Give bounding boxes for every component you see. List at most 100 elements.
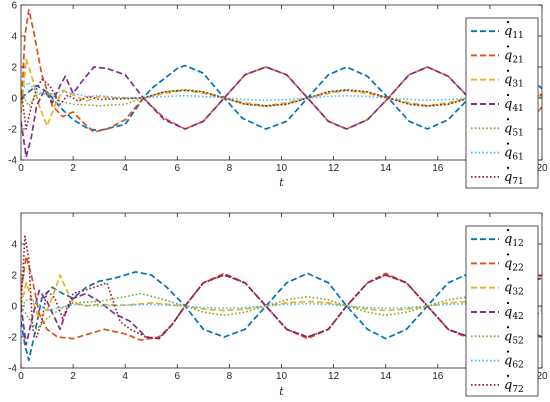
legend-entry-q32: q32 (504, 281, 524, 298)
x-tick-label: 16 (432, 371, 444, 382)
series-line-q41 (21, 66, 542, 158)
legend-base: q (504, 305, 512, 320)
legend-base: q (504, 378, 512, 393)
legend-base: q (504, 97, 512, 112)
legend-dot-accent (506, 93, 510, 97)
subplot-2: 02468101214161820-4-2024tq12q22q32q42q52… (8, 212, 548, 398)
legend-subscript: 11 (512, 31, 523, 41)
legend-base: q (504, 232, 512, 247)
legend-base: q (504, 281, 512, 296)
legend-subscript: 41 (512, 104, 523, 114)
legend-subscript: 42 (512, 312, 523, 322)
y-tick-label: 0 (11, 94, 17, 105)
y-tick-label: -2 (8, 333, 17, 344)
legend-entry-q11: q11 (504, 24, 524, 41)
legend-base: q (504, 121, 512, 136)
legend-entry-q71: q71 (504, 170, 524, 187)
legend-dot-accent (506, 301, 510, 305)
x-axis-label: t (279, 176, 284, 189)
series-line-q61 (21, 81, 542, 102)
y-tick-label: -4 (8, 156, 17, 167)
legend-dot-accent (506, 326, 510, 329)
legend-base: q (504, 48, 512, 63)
plot-area (21, 213, 542, 368)
legend-entry-q62: q62 (504, 354, 524, 371)
legend-dot-accent (506, 166, 510, 169)
legend-subscript: 22 (512, 263, 523, 273)
legend-dot-accent (506, 374, 510, 377)
legend-box (465, 17, 539, 189)
x-tick-label: 4 (122, 163, 128, 174)
legend-dot-accent (506, 229, 510, 232)
legend-dot-accent (506, 142, 510, 145)
legend-entry-q31: q31 (504, 73, 524, 90)
series-line-q11 (21, 64, 542, 132)
legend-subscript: 51 (512, 128, 523, 138)
legend-subscript: 52 (512, 336, 523, 346)
x-tick-label: 12 (328, 371, 340, 382)
legend-dot-accent (506, 69, 510, 72)
legend-entry-q21: q21 (504, 48, 524, 65)
x-tick-label: 14 (380, 163, 392, 174)
series-line-q62 (21, 297, 542, 312)
legend-base: q (504, 329, 512, 344)
y-tick-label: 4 (11, 240, 17, 251)
series-line-q32 (21, 274, 542, 320)
series-line-q71 (21, 78, 542, 130)
legend-dot-accent (506, 45, 510, 48)
legend-base: q (504, 354, 512, 369)
legend-subscript: 32 (512, 288, 523, 298)
x-tick-label: 4 (122, 371, 128, 382)
legend-subscript: 31 (512, 80, 523, 90)
x-tick-label: 14 (380, 371, 392, 382)
y-tick-label: 2 (11, 63, 17, 74)
y-tick-label: 6 (11, 1, 17, 12)
legend-dot-accent (506, 253, 510, 256)
y-tick-label: 4 (11, 32, 17, 43)
x-axis-label: t (279, 385, 284, 398)
legend-entry-q61: q61 (504, 146, 524, 163)
y-tick-label: -4 (8, 364, 17, 375)
legend-entry-q42: q42 (504, 305, 524, 322)
x-tick-label: 20 (536, 371, 548, 382)
legend-base: q (504, 146, 512, 161)
series-line-q31 (21, 58, 542, 127)
legend-dot-accent (506, 118, 510, 121)
legend-subscript: 12 (512, 239, 523, 249)
x-tick-label: 8 (227, 371, 233, 382)
x-tick-label: 16 (432, 163, 444, 174)
y-tick-label: -2 (8, 125, 17, 136)
legend-dot-accent (506, 350, 510, 353)
legend-subscript: 61 (512, 153, 523, 163)
legend-entry-q51: q51 (504, 121, 524, 138)
legend-subscript: 21 (512, 55, 523, 65)
legend-entry-q41: q41 (504, 97, 524, 114)
legend-dot-accent (506, 277, 510, 280)
series-group (21, 8, 542, 158)
y-tick-label: 0 (11, 302, 17, 313)
x-tick-label: 8 (227, 163, 233, 174)
x-tick-label: 0 (18, 163, 24, 174)
x-tick-label: 6 (175, 371, 181, 382)
series-line-q72 (21, 235, 542, 340)
x-tick-label: 2 (70, 371, 76, 382)
plot-area (21, 5, 542, 160)
legend-entry-q22: q22 (504, 256, 524, 273)
legend-entry-q12: q12 (504, 232, 524, 249)
legend-dot-accent (506, 21, 510, 24)
legend-subscript: 71 (512, 177, 523, 187)
legend-base: q (504, 256, 512, 271)
y-tick-label: 2 (11, 271, 17, 282)
legend-box (465, 225, 539, 397)
legend-entry-q52: q52 (504, 329, 524, 346)
x-tick-label: 2 (70, 163, 76, 174)
legend-base: q (504, 73, 512, 88)
legend-subscript: 62 (512, 361, 523, 371)
series-line-q42 (21, 274, 542, 346)
legend-base: q (504, 24, 512, 39)
x-tick-label: 10 (276, 371, 288, 382)
series-group (21, 235, 542, 362)
